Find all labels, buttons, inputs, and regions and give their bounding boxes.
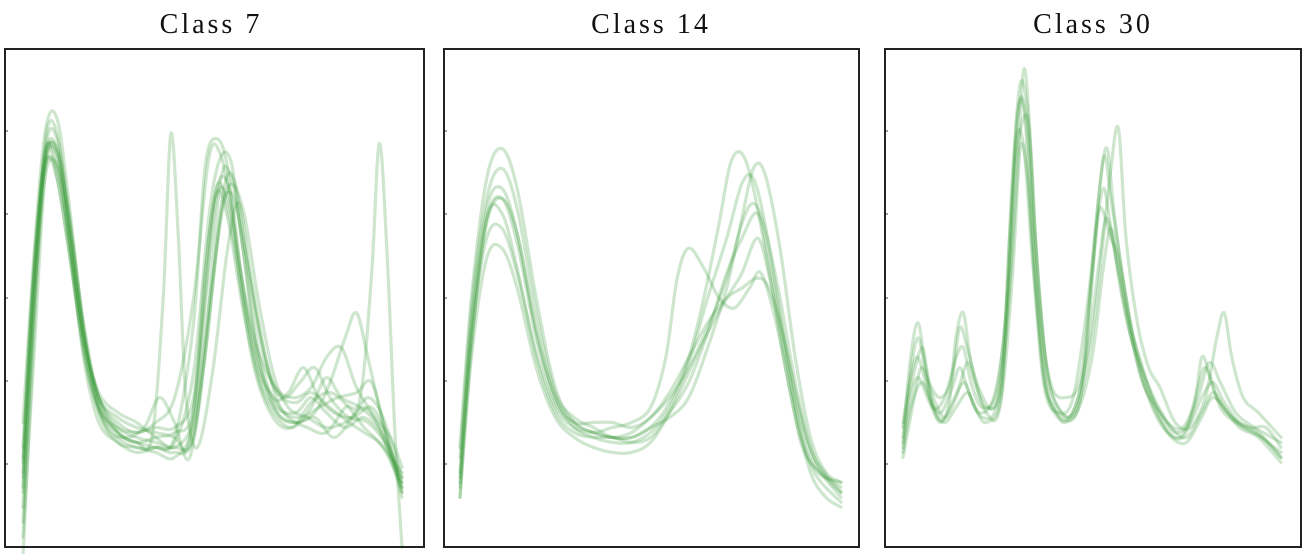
series-line [901,141,1283,459]
series-line [458,146,843,484]
series-line [21,109,404,474]
series-line [21,154,404,484]
series-layer [5,109,404,554]
series-line [458,150,843,484]
series-line [901,67,1283,444]
series-line [21,136,404,494]
series-line [21,126,404,554]
series-line [901,94,1283,454]
series-line [901,97,1283,449]
series-line [901,128,1283,459]
series-line [458,222,843,489]
plot-frame [4,48,425,548]
chart-title: Class 7 [160,9,263,40]
series-line [458,236,843,504]
chart-title: Class 14 [591,9,711,40]
series-line [21,140,404,469]
series-line [458,195,843,494]
chart-panel-class-14: Class 14 [443,9,860,548]
plot-frame [443,48,860,548]
series-line [458,172,843,509]
series-line [21,119,404,524]
series-layer [885,67,1283,465]
series-line [21,142,404,479]
series-line [21,155,404,479]
series-line [21,157,404,499]
series-layer [444,130,843,509]
chart-title: Class 30 [1033,9,1153,40]
series-line [458,202,843,499]
series-line [21,144,404,539]
chart-panel-class-30: Class 30 [884,9,1302,548]
series-line [21,140,404,484]
chart-panel-class-7: Class 7 [4,9,425,554]
series-line [21,140,404,509]
plot-frame [884,48,1302,548]
series-line [901,79,1283,439]
series-line [901,113,1283,464]
series-line [458,196,843,494]
